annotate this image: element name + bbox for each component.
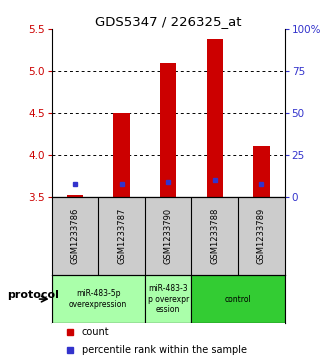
Bar: [67, 195, 83, 197]
Bar: [113, 113, 130, 197]
Text: percentile rank within the sample: percentile rank within the sample: [82, 345, 247, 355]
Bar: [206, 39, 223, 197]
Text: miR-483-5p
overexpression: miR-483-5p overexpression: [69, 289, 127, 309]
Text: miR-483-3
p overexpr
ession: miR-483-3 p overexpr ession: [148, 284, 189, 314]
Text: GSM1233788: GSM1233788: [210, 208, 219, 264]
Bar: [253, 147, 269, 197]
Text: GSM1233786: GSM1233786: [70, 208, 80, 264]
Text: count: count: [82, 327, 110, 337]
Text: control: control: [225, 294, 251, 303]
Bar: [191, 276, 285, 323]
Text: GSM1233789: GSM1233789: [257, 208, 266, 264]
Text: protocol: protocol: [7, 290, 59, 301]
Bar: [160, 62, 176, 197]
Bar: [52, 276, 145, 323]
Text: GSM1233790: GSM1233790: [164, 208, 173, 264]
Title: GDS5347 / 226325_at: GDS5347 / 226325_at: [95, 15, 241, 28]
Bar: [145, 276, 191, 323]
Text: GSM1233787: GSM1233787: [117, 208, 126, 264]
